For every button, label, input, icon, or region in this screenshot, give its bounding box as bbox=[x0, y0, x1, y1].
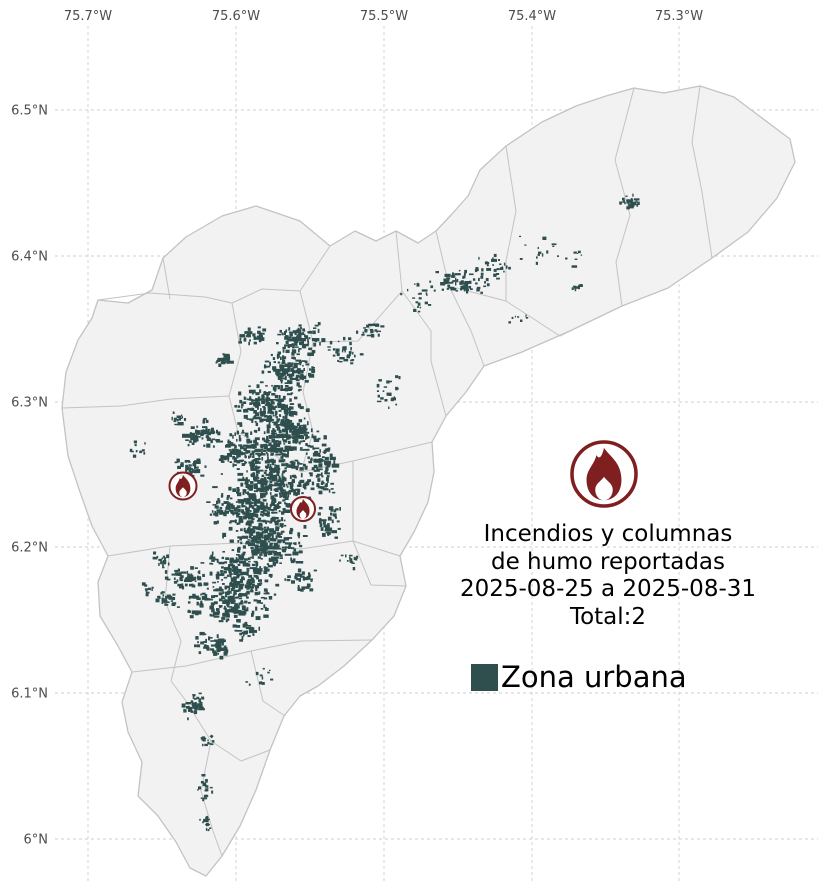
municipality-border bbox=[691, 85, 713, 259]
urban-cluster bbox=[232, 621, 260, 642]
urban-cluster bbox=[571, 284, 583, 292]
municipality-border bbox=[448, 285, 573, 337]
municipality-border bbox=[435, 230, 485, 367]
urban-cluster bbox=[429, 267, 490, 294]
axis-tick-labels: 75.7°W 75.6°W 75.5°W 75.4°W 75.3°W 6.5°N 6.4°N… bbox=[11, 9, 703, 848]
lon-tick-label: 75.6°W bbox=[212, 9, 260, 24]
urban-cluster bbox=[155, 591, 180, 608]
urban-cluster bbox=[152, 551, 170, 569]
lon-tick-label: 75.5°W bbox=[360, 9, 408, 24]
urban-cluster bbox=[557, 250, 583, 268]
urban-cluster bbox=[141, 582, 154, 597]
municipality-border bbox=[312, 290, 403, 343]
urban-cluster bbox=[327, 336, 364, 365]
lat-tick-label: 6.4°N bbox=[11, 250, 48, 265]
municipality-border bbox=[250, 650, 286, 717]
legend-title-line-4: Total:2 bbox=[569, 603, 647, 630]
urban-cluster bbox=[199, 815, 212, 832]
urban-legend-label: Zona urbana bbox=[501, 660, 687, 694]
lat-tick-label: 6.1°N bbox=[11, 687, 48, 702]
fire-legend-icon bbox=[570, 440, 638, 508]
lat-tick-label: 6°N bbox=[24, 833, 49, 848]
lat-tick-label: 6.3°N bbox=[11, 396, 48, 411]
urban-cluster bbox=[238, 326, 267, 346]
municipality-border bbox=[185, 700, 271, 762]
urban-cluster bbox=[182, 417, 223, 448]
urban-cluster bbox=[339, 554, 359, 571]
municipality-border bbox=[505, 145, 517, 301]
lat-tick-label: 6.2°N bbox=[11, 541, 48, 556]
municipality-regions bbox=[61, 85, 796, 877]
urban-cluster bbox=[164, 566, 206, 590]
urban-zone-swatch bbox=[471, 663, 498, 691]
urban-cluster bbox=[215, 353, 234, 367]
urban-cluster bbox=[171, 411, 187, 426]
municipality-border bbox=[61, 395, 230, 409]
urban-zones-layer bbox=[129, 193, 640, 832]
urban-cluster bbox=[478, 253, 511, 280]
urban-cluster bbox=[194, 631, 229, 660]
municipality-border bbox=[352, 540, 407, 587]
municipality-border bbox=[395, 230, 447, 417]
urban-cluster bbox=[181, 692, 205, 721]
legend-title-line-2: de humo reportadas bbox=[490, 548, 726, 575]
fire-marker bbox=[290, 496, 316, 522]
urban-cluster bbox=[619, 193, 640, 210]
lon-tick-label: 75.4°W bbox=[508, 9, 556, 24]
urban-cluster bbox=[187, 581, 273, 623]
fire-markers-layer bbox=[168, 440, 638, 522]
municipality-border bbox=[228, 302, 242, 433]
lon-tick-label: 75.7°W bbox=[64, 9, 112, 24]
urban-cluster bbox=[229, 519, 308, 569]
municipality-border bbox=[614, 87, 635, 307]
urban-cluster bbox=[206, 483, 296, 539]
urban-cluster bbox=[200, 734, 215, 747]
urban-cluster bbox=[234, 384, 298, 432]
municipality-border bbox=[162, 257, 171, 300]
urban-cluster bbox=[276, 322, 326, 358]
lat-tick-label: 6.5°N bbox=[11, 104, 48, 119]
legend-title: Incendios y columnas de humo reportadas … bbox=[416, 521, 800, 631]
urban-legend-entry: Zona urbana bbox=[471, 660, 687, 694]
fire-marker bbox=[168, 471, 198, 501]
urban-cluster bbox=[245, 667, 274, 686]
municipality-border bbox=[200, 740, 223, 857]
legend-title-line-1: Incendios y columnas bbox=[483, 521, 733, 547]
legend-title-line-3: 2025-08-25 a 2025-08-31 bbox=[459, 576, 757, 602]
urban-cluster bbox=[305, 435, 340, 495]
urban-cluster bbox=[508, 314, 529, 324]
lon-tick-label: 75.3°W bbox=[655, 9, 703, 24]
urban-cluster bbox=[317, 506, 341, 539]
urban-cluster bbox=[197, 774, 214, 802]
urban-cluster bbox=[284, 568, 317, 592]
urban-cluster bbox=[400, 282, 432, 313]
municipality-border bbox=[164, 545, 187, 702]
urban-cluster bbox=[129, 440, 146, 458]
urban-cluster bbox=[356, 323, 385, 338]
urban-cluster bbox=[218, 429, 297, 478]
urban-cluster bbox=[519, 235, 557, 265]
urban-cluster bbox=[376, 375, 401, 409]
